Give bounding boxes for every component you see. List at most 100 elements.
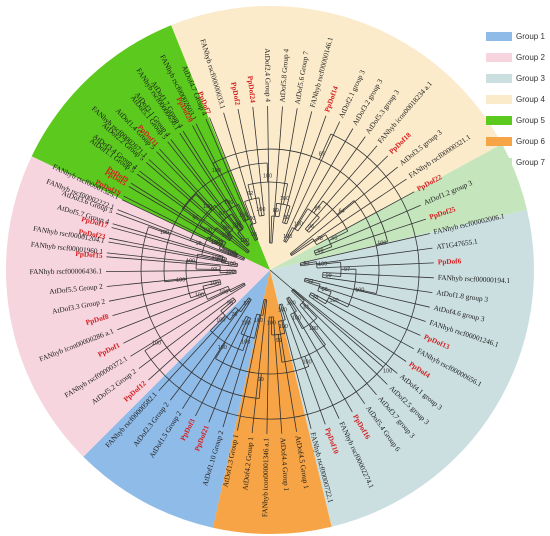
branch-radial bbox=[291, 178, 407, 256]
bootstrap-value: 100 bbox=[303, 359, 312, 365]
legend-item-group-3: Group 3 bbox=[486, 68, 548, 89]
bootstrap-value: 87 bbox=[319, 152, 325, 158]
bootstrap-value: 89 bbox=[273, 208, 279, 214]
bootstrap-value: 100 bbox=[176, 278, 185, 284]
branch-radial bbox=[179, 132, 244, 230]
group-sector bbox=[270, 209, 534, 527]
branch-radial bbox=[108, 279, 220, 302]
branch-radial bbox=[199, 224, 213, 234]
branch-radial bbox=[313, 204, 421, 252]
branch-radial bbox=[146, 162, 233, 238]
bootstrap-value: 100 bbox=[241, 320, 250, 326]
legend-item-group-6: Group 6 bbox=[486, 131, 548, 152]
branch-arc bbox=[243, 219, 249, 222]
bootstrap-value: 89 bbox=[314, 206, 320, 212]
branch-radial bbox=[108, 241, 226, 263]
bootstrap-value: 100 bbox=[222, 233, 231, 239]
legend-item-group-2: Group 2 bbox=[486, 47, 548, 68]
leaf-label: PpDof24 bbox=[246, 75, 258, 103]
bootstrap-value: 100 bbox=[280, 196, 289, 202]
bootstrap-value: 99 bbox=[276, 338, 282, 344]
bootstrap-value: 64 bbox=[339, 208, 345, 214]
bootstrap-value: 100 bbox=[383, 368, 392, 374]
bootstrap-value: 97 bbox=[344, 267, 350, 273]
branch-radial bbox=[209, 239, 222, 246]
branch-radial bbox=[229, 309, 239, 321]
branch-radial bbox=[278, 304, 312, 429]
branch-radial bbox=[240, 317, 249, 334]
legend-item-group-1: Group 1 bbox=[486, 26, 548, 47]
branch-arc bbox=[222, 242, 227, 249]
branch-radial bbox=[311, 292, 414, 350]
branch-radial bbox=[280, 304, 286, 320]
bootstrap-value: 65 bbox=[331, 235, 337, 241]
leaf-label: AtDof5.8 Group 4 bbox=[277, 48, 290, 103]
branch-arc bbox=[227, 286, 232, 293]
branch-radial bbox=[106, 252, 238, 267]
branch-arc bbox=[210, 330, 244, 351]
branch-radial bbox=[304, 356, 310, 367]
branch-radial bbox=[285, 128, 354, 243]
bootstrap-value: 100 bbox=[355, 287, 364, 293]
branch-radial bbox=[254, 314, 261, 339]
bootstrap-value: 99 bbox=[227, 301, 233, 307]
bootstrap-value: 100 bbox=[226, 270, 235, 276]
bootstrap-value: 97 bbox=[219, 211, 225, 217]
branch-radial bbox=[117, 286, 229, 331]
bootstrap-value: 100 bbox=[309, 326, 318, 332]
branch-radial bbox=[251, 299, 268, 434]
branch-radial bbox=[300, 247, 433, 267]
branch-radial bbox=[309, 323, 326, 345]
branch-arc bbox=[259, 214, 265, 217]
legend-label: Group 4 bbox=[516, 95, 545, 104]
bootstrap-value: 100 bbox=[224, 200, 233, 206]
bootstrap-value: 100 bbox=[287, 300, 296, 306]
bootstrap-value: 100 bbox=[256, 207, 265, 213]
branch-radial bbox=[220, 271, 237, 274]
branch-radial bbox=[314, 234, 326, 242]
group-sectors bbox=[5, 5, 534, 534]
branch-arc bbox=[199, 198, 227, 226]
branch-arc bbox=[219, 279, 222, 285]
branch-radial bbox=[190, 292, 206, 299]
branch-radial bbox=[144, 339, 162, 352]
branch-radial bbox=[148, 159, 250, 252]
branch-radial bbox=[258, 197, 263, 216]
branch-radial bbox=[313, 200, 324, 214]
branch-radial bbox=[328, 230, 348, 241]
branch-radial bbox=[225, 211, 241, 232]
bootstrap-value: 100 bbox=[211, 240, 220, 246]
leaf-label: AtDof4.4 Group 1 bbox=[278, 437, 291, 492]
bootstrap-value: 100 bbox=[283, 234, 292, 240]
bootstrap-value: 93 bbox=[211, 267, 217, 273]
branch-radial bbox=[293, 288, 398, 374]
branch-radial bbox=[208, 318, 251, 423]
branch-radial bbox=[273, 316, 283, 434]
branch-radial bbox=[215, 342, 226, 359]
bootstrap-value: 100 bbox=[377, 241, 386, 247]
branch-radial bbox=[148, 226, 171, 235]
bootstrap-value: 76 bbox=[231, 312, 237, 318]
branch-radial bbox=[322, 276, 433, 293]
branch-radial bbox=[322, 272, 434, 279]
branch-radial bbox=[219, 248, 245, 260]
branch-radial bbox=[258, 373, 262, 399]
branch-radial bbox=[300, 233, 430, 264]
group-sector bbox=[212, 270, 332, 534]
legend-item-group-5: Group 5 bbox=[486, 110, 548, 131]
branch-arc bbox=[289, 253, 292, 256]
branch-radial bbox=[304, 279, 321, 285]
bootstrap-value: 99 bbox=[258, 377, 264, 383]
branch-radial bbox=[238, 204, 247, 221]
branch-radial bbox=[123, 282, 245, 344]
bootstrap-value: 100 bbox=[160, 230, 169, 236]
branch-radial bbox=[300, 261, 317, 265]
branch-radial bbox=[314, 246, 332, 254]
leaf-label: PpDof6 bbox=[438, 256, 462, 266]
branch-arc bbox=[212, 148, 388, 242]
branch-arc bbox=[304, 228, 310, 233]
branch-radial bbox=[222, 313, 258, 428]
bootstrap-value: 59 bbox=[303, 261, 309, 267]
branch-radial bbox=[139, 170, 248, 254]
branch-radial bbox=[308, 295, 407, 362]
